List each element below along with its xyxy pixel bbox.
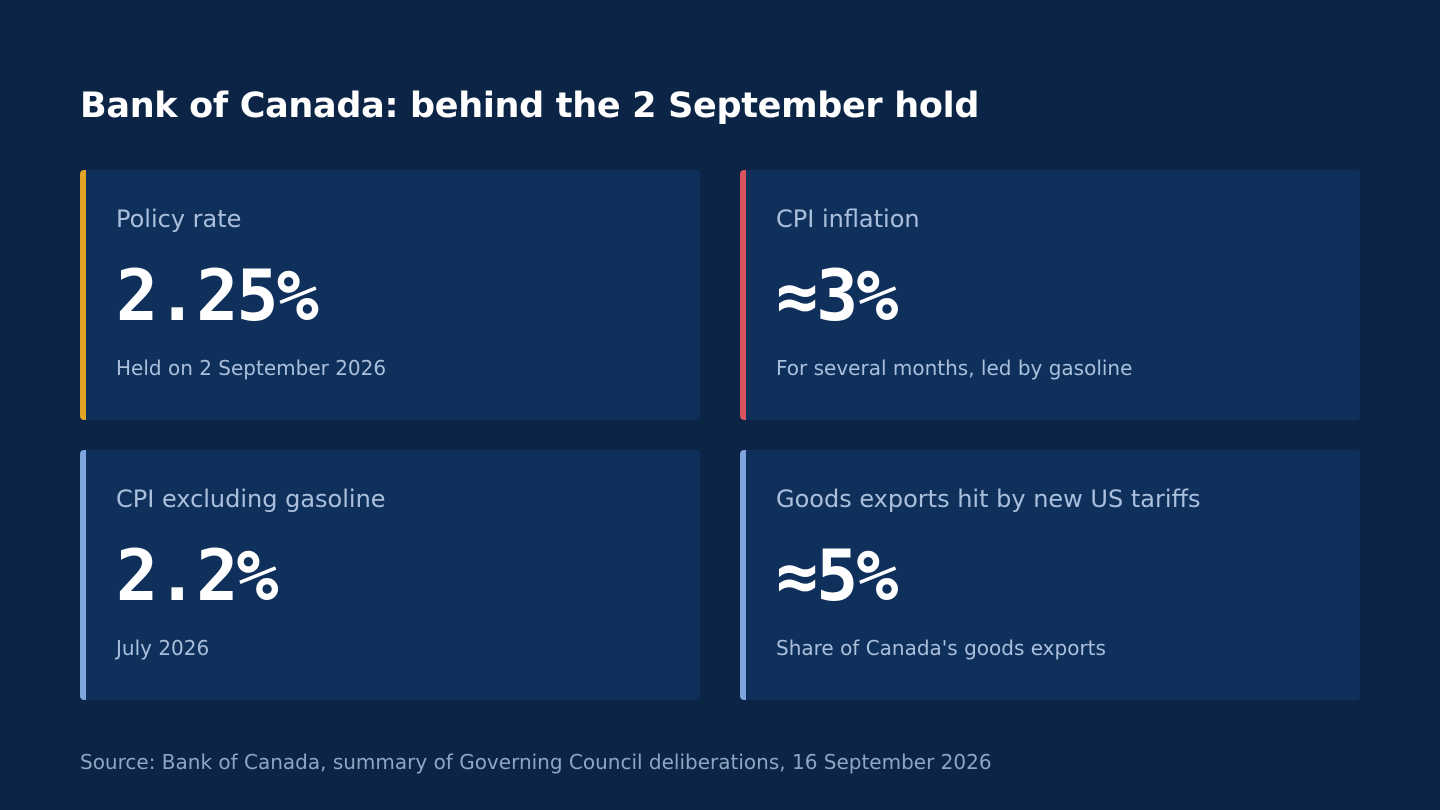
source-note: Source: Bank of Canada, summary of Gover… <box>80 750 992 774</box>
card-accent-bar <box>80 450 86 700</box>
stat-card-policy-rate: Policy rate 2.25% Held on 2 September 20… <box>80 170 700 420</box>
card-accent-bar <box>740 170 746 420</box>
card-accent-bar <box>80 170 86 420</box>
stat-card-cpi-inflation: CPI inflation ≈3% For several months, le… <box>740 170 1360 420</box>
stat-note: For several months, led by gasoline <box>776 356 1133 380</box>
stat-value: ≈3% <box>776 255 898 337</box>
page-title: Bank of Canada: behind the 2 September h… <box>80 86 980 126</box>
stat-value: 2.2% <box>116 535 279 617</box>
stat-note: Held on 2 September 2026 <box>116 356 387 380</box>
stat-label: Policy rate <box>116 205 242 233</box>
stat-value: 2.25% <box>116 255 319 337</box>
card-accent-bar <box>740 450 746 700</box>
stat-value: ≈5% <box>776 535 898 617</box>
stat-note: July 2026 <box>116 636 210 660</box>
stat-card-goods-exports: Goods exports hit by new US tariffs ≈5% … <box>740 450 1360 700</box>
stat-label: CPI excluding gasoline <box>116 485 386 513</box>
stat-note: Share of Canada's goods exports <box>776 636 1106 660</box>
stat-card-cpi-ex-gasoline: CPI excluding gasoline 2.2% July 2026 <box>80 450 700 700</box>
stat-label: CPI inflation <box>776 205 920 233</box>
stat-label: Goods exports hit by new US tariffs <box>776 485 1201 513</box>
